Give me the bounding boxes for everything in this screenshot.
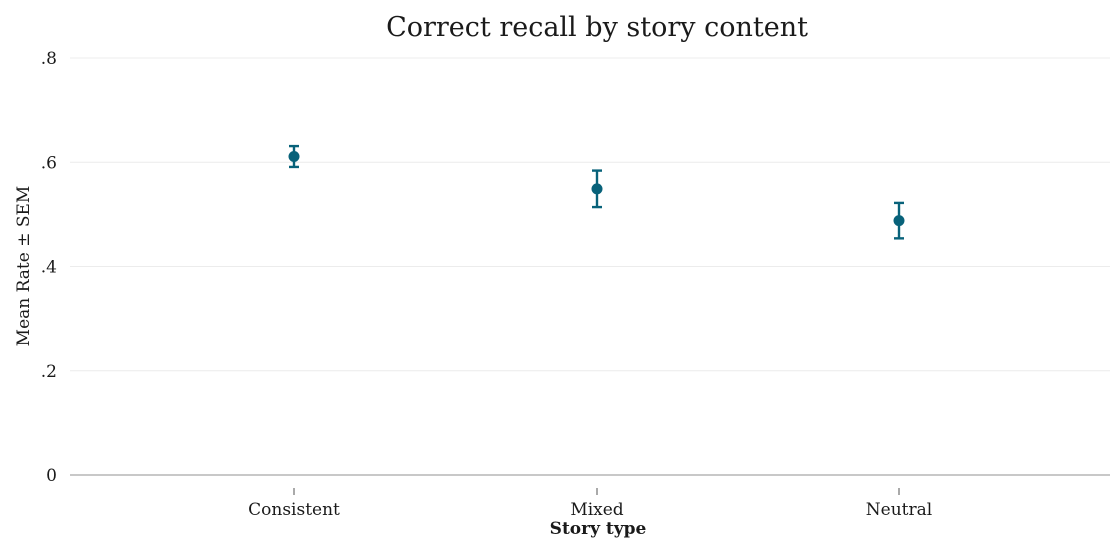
x-axis-label: Story type: [550, 519, 647, 538]
data-point: [591, 183, 603, 195]
y-tick-label: .2: [41, 362, 57, 382]
y-tick-labels: 0 .2 .4 .6 .8: [41, 49, 57, 486]
x-tick-label: Mixed: [570, 500, 623, 520]
x-tick-label: Consistent: [248, 500, 340, 520]
data-marks: [288, 144, 905, 240]
data-point: [288, 151, 300, 163]
x-tick-labels: Consistent Mixed Neutral: [248, 488, 932, 520]
x-tick-label: Neutral: [866, 500, 932, 520]
y-tick-label: .4: [41, 258, 57, 278]
chart-title: Correct recall by story content: [386, 12, 808, 43]
y-axis-label: Mean Rate ± SEM: [14, 186, 34, 347]
data-point-group: [591, 169, 603, 209]
data-point-group: [893, 201, 905, 240]
grid-layer: [70, 57, 1110, 372]
y-tick-label: .6: [41, 153, 57, 173]
y-tick-label: 0: [46, 466, 57, 486]
data-point: [893, 215, 905, 227]
y-tick-label: .8: [41, 49, 57, 69]
data-point-group: [288, 144, 300, 169]
